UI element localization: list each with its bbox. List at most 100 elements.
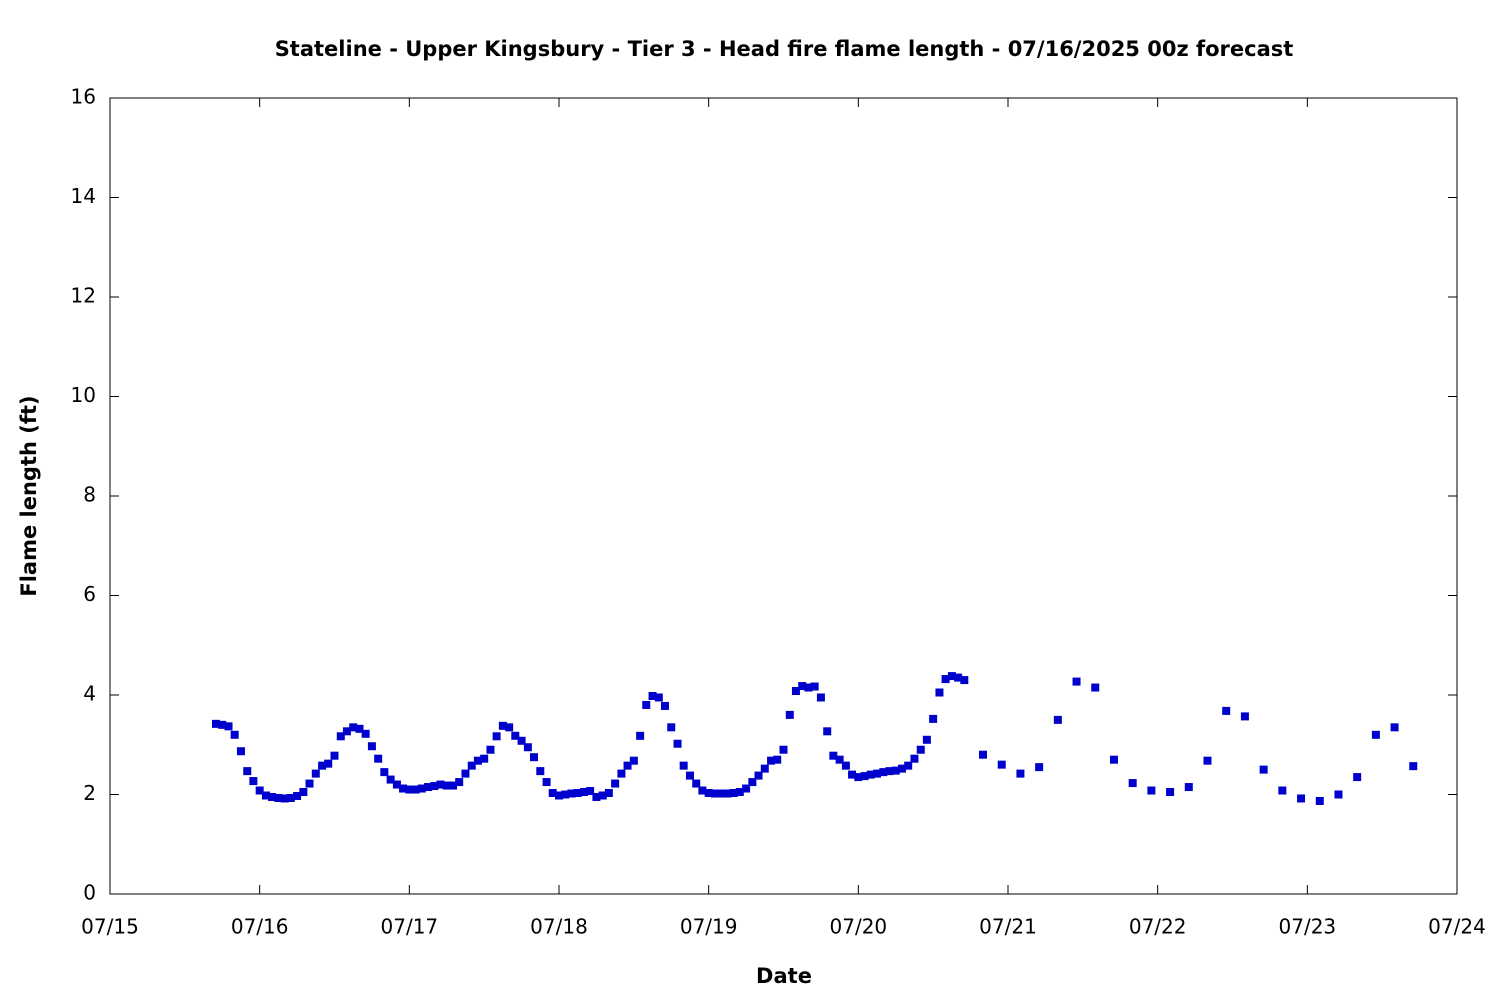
data-point: [405, 785, 414, 794]
data-point: [573, 789, 582, 798]
data-point: [773, 755, 782, 764]
data-point: [361, 729, 370, 738]
y-tick-label: 0: [83, 881, 96, 905]
data-point: [230, 730, 239, 739]
data-point: [611, 779, 620, 788]
data-point: [430, 782, 439, 791]
x-tick-label: 07/15: [81, 915, 139, 939]
data-point: [330, 751, 339, 760]
data-point: [947, 672, 956, 681]
data-point: [1240, 712, 1249, 721]
data-point: [480, 754, 489, 763]
data-point: [592, 792, 601, 801]
data-point: [561, 790, 570, 799]
data-point: [1297, 794, 1306, 803]
data-point: [555, 791, 563, 800]
data-point: [816, 693, 825, 702]
data-point: [417, 784, 426, 793]
data-point: [898, 764, 907, 773]
data-point: [492, 732, 501, 741]
data-point: [367, 742, 376, 751]
data-point: [255, 786, 264, 795]
data-point: [424, 783, 433, 792]
data-point: [885, 767, 894, 776]
data-point: [798, 682, 807, 691]
data-point: [336, 732, 345, 741]
data-point: [318, 761, 327, 770]
data-point: [748, 778, 757, 787]
data-point: [268, 792, 277, 801]
data-point: [729, 789, 738, 798]
data-point: [760, 764, 769, 773]
data-point: [517, 736, 526, 745]
data-point: [236, 747, 245, 756]
data-point: [411, 785, 420, 794]
data-point: [374, 754, 383, 763]
data-point: [642, 700, 651, 709]
data-point: [523, 743, 532, 752]
data-point: [910, 754, 919, 763]
x-tick-label: 07/17: [381, 915, 439, 939]
data-point: [673, 739, 682, 748]
data-point: [442, 781, 451, 790]
data-point: [860, 772, 869, 781]
data-point: [841, 761, 850, 770]
data-point: [342, 727, 351, 736]
data-point: [785, 710, 794, 719]
data-point: [449, 781, 458, 790]
data-point: [567, 789, 576, 798]
data-point: [1222, 706, 1231, 715]
y-tick-label: 16: [71, 85, 96, 109]
data-point: [542, 778, 551, 787]
data-point: [461, 769, 470, 778]
data-point: [1203, 756, 1212, 765]
data-point: [436, 780, 445, 789]
data-point: [685, 771, 694, 780]
data-point: [473, 756, 482, 765]
data-point: [1072, 677, 1081, 686]
data-point: [536, 767, 545, 776]
data-point: [1053, 715, 1062, 724]
data-point: [742, 784, 751, 793]
data-point: [654, 693, 663, 702]
data-point: [623, 761, 632, 770]
data-point: [392, 780, 401, 789]
data-point: [904, 761, 913, 770]
data-point: [848, 770, 857, 779]
data-point: [735, 788, 744, 797]
data-point: [704, 789, 713, 798]
data-point: [1315, 796, 1324, 805]
data-point: [530, 753, 539, 762]
data-point: [486, 745, 495, 754]
data-point: [274, 793, 283, 802]
data-point: [1353, 773, 1362, 782]
data-point: [455, 778, 464, 787]
data-point: [548, 789, 557, 798]
data-point: [349, 723, 358, 732]
data-point: [1259, 765, 1268, 774]
y-tick-label: 2: [83, 781, 96, 805]
data-point: [723, 789, 732, 798]
data-point: [866, 770, 875, 779]
y-tick-label: 12: [71, 284, 96, 308]
data-point: [754, 771, 763, 780]
data-point: [997, 760, 1006, 769]
data-point: [629, 756, 638, 765]
data-point: [380, 768, 389, 777]
data-point: [1109, 755, 1118, 764]
data-point: [355, 724, 364, 733]
y-tick-label: 6: [83, 582, 96, 606]
data-point: [243, 767, 252, 776]
y-tick-label: 10: [71, 383, 96, 407]
data-point: [679, 761, 688, 770]
data-point: [617, 769, 626, 778]
data-point: [218, 720, 227, 729]
data-point: [399, 784, 408, 793]
data-point: [810, 682, 819, 691]
data-point: [1184, 783, 1193, 792]
data-point: [873, 769, 882, 778]
data-point: [579, 788, 588, 797]
data-point: [299, 788, 308, 797]
data-point: [979, 750, 988, 759]
data-point: [660, 701, 669, 710]
